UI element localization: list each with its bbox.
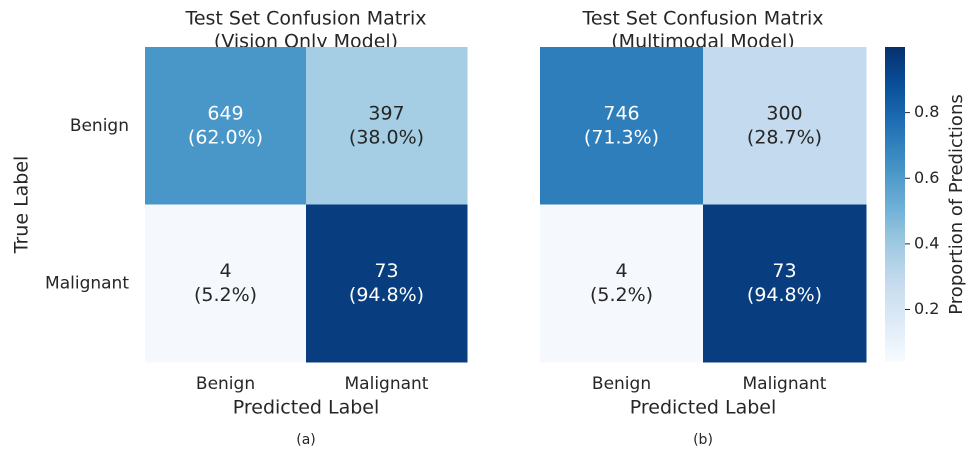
x-axis-label: Predicted Label (233, 397, 380, 419)
x-tick-label: Malignant (345, 374, 429, 394)
cell-proportion: (62.0%) (188, 126, 263, 148)
cell-count: 73 (772, 260, 796, 282)
heatmap-cell (145, 204, 307, 363)
y-axis-label: True Label (11, 156, 33, 255)
cell-count: 4 (615, 260, 627, 282)
x-tick-label: Malignant (743, 374, 827, 394)
y-tick-label: Benign (70, 116, 129, 136)
cell-proportion: (71.3%) (584, 126, 659, 148)
x-tick-label: Benign (196, 374, 255, 394)
cell-proportion: (94.8%) (349, 284, 424, 306)
y-tick-label: Malignant (45, 273, 129, 293)
chart-title: Test Set Confusion Matrix (581, 8, 823, 30)
cell-count: 73 (374, 260, 398, 282)
heatmap-cell (540, 47, 704, 205)
heatmap-cell (306, 204, 468, 363)
heatmap-cell (145, 47, 307, 205)
cell-count: 649 (207, 102, 243, 124)
caption: (a) (296, 432, 316, 448)
cell-proportion: (94.8%) (747, 284, 822, 306)
cell-count: 397 (368, 102, 404, 124)
colorbar (885, 47, 905, 362)
colorbar-label: Proportion of Predictions (946, 94, 967, 314)
colorbar-tick-label: 0.4 (914, 233, 939, 252)
x-axis-label: Predicted Label (630, 397, 777, 419)
cell-proportion: (5.2%) (590, 284, 653, 306)
cell-proportion: (38.0%) (349, 126, 424, 148)
colorbar-tick-label: 0.6 (914, 168, 939, 187)
cell-count: 4 (219, 260, 231, 282)
cell-count: 300 (766, 102, 802, 124)
colorbar-tick-label: 0.8 (914, 102, 939, 121)
heatmap-cell (703, 47, 867, 205)
heatmap-cell (306, 47, 468, 205)
cell-count: 746 (603, 102, 639, 124)
x-tick-label: Benign (592, 374, 651, 394)
cell-proportion: (28.7%) (747, 126, 822, 148)
heatmap-cell (703, 204, 867, 363)
colorbar-tick-label: 0.2 (914, 299, 939, 318)
caption: (b) (693, 432, 713, 448)
chart-title: Test Set Confusion Matrix (184, 8, 426, 30)
heatmap-cell (540, 204, 704, 363)
cell-proportion: (5.2%) (194, 284, 257, 306)
